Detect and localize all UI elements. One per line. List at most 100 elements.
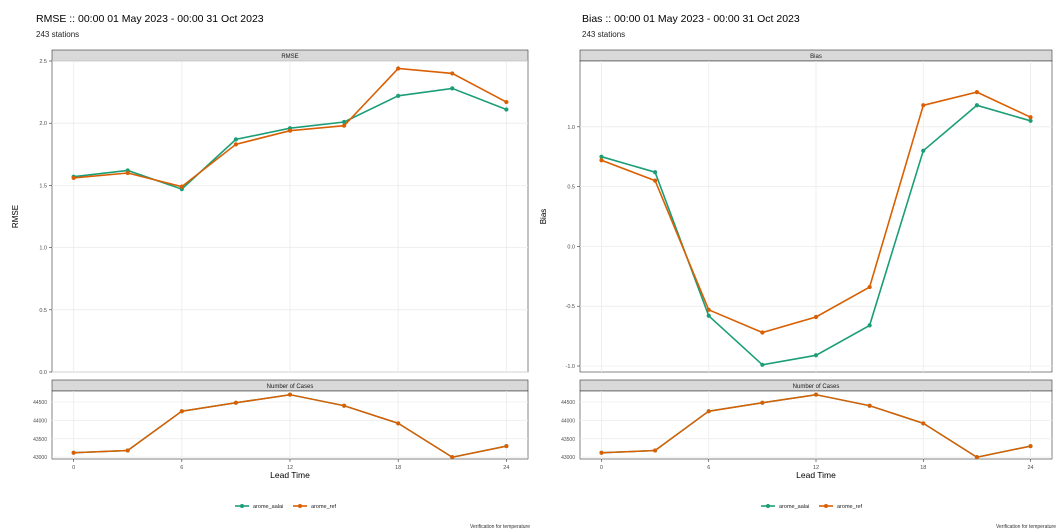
cases-y-tick-label: 43500: [33, 437, 47, 443]
x-tick-label: 6: [707, 465, 710, 471]
data-point: [287, 128, 293, 133]
cases-point: [179, 409, 184, 414]
y-tick-label: -1.0: [566, 364, 575, 370]
y-axis-title: Bias: [539, 209, 548, 225]
cases-y-tick-label: 44000: [33, 418, 47, 424]
series-arome_ref: [599, 90, 1033, 335]
cases-y-tick-label: 43000: [561, 455, 575, 461]
chart-subtitle: 243 stations: [36, 30, 79, 39]
cases-point: [653, 448, 658, 453]
y-axis-title: RMSE: [11, 205, 20, 228]
data-point: [813, 314, 819, 320]
cases-point: [342, 403, 347, 408]
gridlines: [52, 60, 528, 373]
data-point: [867, 284, 872, 290]
chart-1: Bias :: 00:00 01 May 2023 - 00:00 31 Oct…: [539, 13, 1056, 530]
cases-gridlines: [580, 391, 1052, 459]
x-tick-label: 18: [395, 465, 401, 471]
data-point: [921, 148, 926, 153]
series-arome_aalai: [71, 86, 509, 192]
gridlines: [580, 61, 1052, 372]
data-point: [233, 142, 239, 147]
figure-caption: Verification for temperature: [470, 524, 530, 530]
data-point: [233, 137, 239, 142]
series-arome_ref: [71, 66, 509, 189]
x-tick-label: 18: [920, 465, 926, 471]
data-point: [125, 170, 130, 176]
cases-series: [71, 392, 509, 460]
cases-point: [233, 400, 238, 405]
cases-point: [71, 450, 76, 455]
data-point: [341, 119, 347, 125]
data-point: [652, 170, 658, 175]
data-point: [71, 175, 76, 181]
cases-y-tick-label: 44000: [561, 418, 575, 424]
cases-point: [396, 421, 401, 426]
cases-point: [921, 421, 926, 426]
cases-point: [450, 455, 455, 460]
data-point: [1028, 118, 1033, 123]
cases-y-tick-label: 44500: [561, 400, 575, 406]
y-tick-label: 0.5: [39, 308, 47, 314]
data-point: [706, 307, 711, 312]
cases-y-tick-label: 43000: [33, 455, 47, 461]
x-tick-label: 12: [813, 465, 819, 471]
legend-label: arome_ref: [311, 504, 337, 510]
x-tick-label: 24: [503, 465, 509, 471]
cases-point: [1028, 444, 1033, 449]
data-point: [813, 353, 819, 358]
cases-point: [706, 409, 711, 414]
cases-strip-label: Number of Cases: [267, 384, 314, 390]
x-axis-title: Lead Time: [796, 470, 836, 480]
y-tick-label: 0.5: [567, 185, 575, 191]
data-point: [652, 178, 658, 183]
chart-title: RMSE :: 00:00 01 May 2023 - 00:00 31 Oct…: [36, 13, 264, 25]
y-tick-label: 1.0: [39, 246, 47, 252]
legend-key-point: [766, 504, 770, 508]
cases-point: [867, 403, 872, 408]
chart-subtitle: 243 stations: [582, 30, 625, 39]
data-point: [599, 154, 604, 159]
cases-gridlines: [52, 391, 528, 459]
figure-caption: Verification for temperature: [996, 524, 1056, 530]
chart-title: Bias :: 00:00 01 May 2023 - 00:00 31 Oct…: [582, 13, 800, 25]
y-tick-label: 0.0: [39, 370, 47, 376]
data-point: [450, 86, 455, 91]
data-point: [1028, 115, 1033, 120]
cases-series: [599, 392, 1033, 460]
data-point: [396, 66, 401, 71]
y-tick-label: 1.0: [567, 125, 575, 131]
cases-y-tick-label: 44500: [33, 400, 47, 406]
legend: arome_aalai arome_ref: [235, 504, 337, 510]
x-tick-label: 12: [287, 465, 293, 471]
legend-key-point: [824, 504, 828, 508]
data-point: [760, 362, 765, 367]
cases-point: [288, 392, 292, 397]
data-point: [504, 99, 509, 105]
x-tick-label: 24: [1027, 465, 1033, 471]
cases-point: [760, 400, 765, 405]
x-axis-title: Lead Time: [270, 470, 310, 480]
cases-strip-label: Number of Cases: [793, 384, 840, 390]
panel-strip-label: RMSE: [281, 54, 298, 60]
chart-0: RMSE :: 00:00 01 May 2023 - 00:00 31 Oct…: [11, 13, 530, 530]
y-tick-label: 2.0: [39, 121, 47, 127]
data-point: [974, 103, 980, 108]
series-arome_aalai: [599, 103, 1033, 367]
data-point: [974, 90, 980, 95]
cases-point: [974, 455, 979, 460]
legend-label: arome_aalai: [779, 504, 809, 510]
y-tick-label: 1.5: [39, 183, 47, 189]
data-point: [450, 71, 455, 76]
legend-label: arome_ref: [837, 504, 863, 510]
data-point: [341, 123, 347, 128]
y-tick-label: -0.5: [566, 304, 575, 310]
legend-label: arome_aalai: [253, 504, 283, 510]
legend-key-point: [240, 504, 244, 508]
cases-point: [504, 444, 509, 449]
panel-strip-label: Bias: [810, 54, 822, 60]
y-tick-label: 0.0: [567, 244, 575, 250]
data-point: [599, 158, 604, 163]
